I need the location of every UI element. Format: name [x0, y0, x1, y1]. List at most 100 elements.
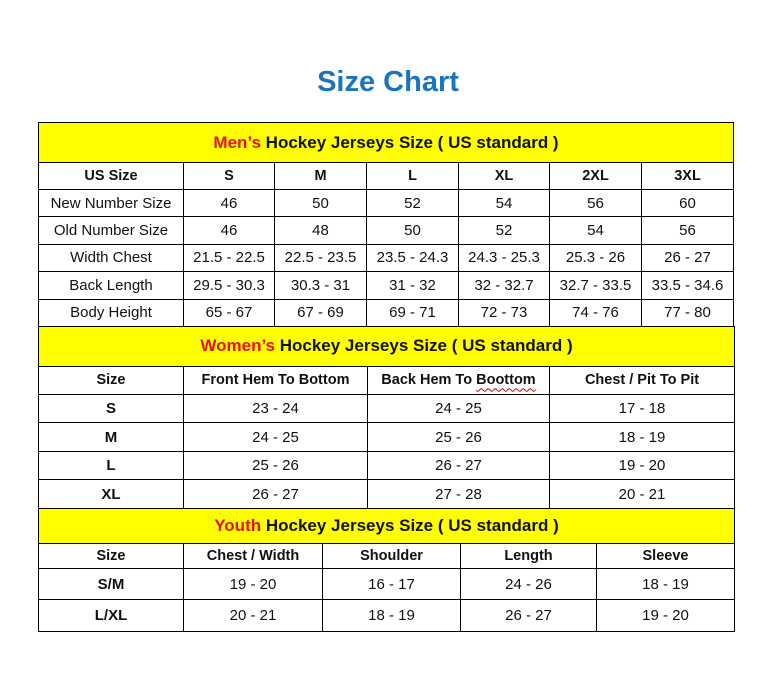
table-cell: 26 - 27	[460, 599, 597, 632]
table-row: Old Number Size 46 48 50 52 54 56	[38, 216, 735, 245]
table-cell: 26 - 27	[640, 243, 735, 273]
women-section-heading: Women’s Hockey Jerseys Size ( US standar…	[37, 325, 736, 367]
heading-highlight: Youth	[214, 515, 262, 535]
table-cell: 72 - 73	[458, 298, 550, 327]
table-row: M 24 - 25 25 - 26 18 - 19	[38, 422, 736, 452]
table-cell: 25 - 26	[183, 450, 368, 481]
table-cell: 23 - 24	[183, 393, 368, 424]
table-cell: 50	[366, 216, 459, 245]
column-header-text: US Size	[84, 168, 138, 184]
table-cell: 69 - 71	[366, 298, 459, 327]
heading-text: Hockey Jerseys Size ( US standard )	[260, 132, 559, 152]
column-header-text: 3XL	[674, 168, 701, 184]
row-label: Old Number Size	[38, 216, 184, 245]
column-header: US Size	[38, 162, 184, 190]
column-header-text: Shoulder	[360, 547, 423, 564]
row-label: Body Height	[38, 298, 184, 327]
table-cell: 22.5 - 23.5	[274, 243, 367, 273]
youth-section-heading: Youth Hockey Jerseys Size ( US standard …	[38, 507, 735, 544]
column-header: Length	[460, 542, 597, 569]
row-label: New Number Size	[38, 188, 184, 218]
table-cell: 32.7 - 33.5	[549, 271, 642, 300]
table-cell: 33.5 - 34.6	[640, 271, 735, 300]
row-label: Back Length	[38, 271, 184, 300]
table-cell: 74 - 76	[549, 298, 642, 327]
table-cell: 50	[274, 188, 367, 218]
table-cell: 31 - 32	[366, 271, 459, 300]
table-cell: 25 - 26	[367, 422, 550, 452]
row-label: L/XL	[38, 599, 184, 632]
column-header-text: Length	[504, 547, 553, 564]
heading-highlight: Women’s	[200, 336, 275, 356]
column-header-text: Back Hem To Boottom	[381, 372, 536, 389]
table-cell: 77 - 80	[640, 298, 735, 327]
column-header: Sleeve	[596, 542, 735, 569]
table-row: S/M 19 - 20 16 - 17 24 - 26 18 - 19	[38, 567, 735, 601]
row-label: S	[38, 393, 184, 424]
table-cell: 21.5 - 22.5	[183, 243, 275, 273]
table-cell: 24 - 26	[460, 567, 597, 601]
column-header-text: M	[314, 168, 327, 184]
header-row: US Size S M L XL 2XL 3XL	[38, 162, 735, 190]
table-cell: 18 - 19	[596, 567, 735, 601]
table-cell: 19 - 20	[183, 567, 323, 601]
row-label: XL	[38, 479, 184, 509]
table-row: S 23 - 24 24 - 25 17 - 18	[38, 393, 736, 424]
column-header-text: Size	[96, 372, 126, 389]
table-cell: 54	[458, 188, 550, 218]
table-cell: 16 - 17	[322, 567, 461, 601]
table-cell: 26 - 27	[367, 450, 550, 481]
table-cell: 23.5 - 24.3	[366, 243, 459, 273]
table-cell: 54	[549, 216, 642, 245]
size-chart: Men’s Hockey Jerseys Size ( US standard …	[37, 122, 736, 632]
table-row: L/XL 20 - 21 18 - 19 26 - 27 19 - 20	[38, 599, 735, 632]
row-label: S/M	[38, 567, 184, 601]
table-cell: 18 - 19	[322, 599, 461, 632]
table-cell: 52	[366, 188, 459, 218]
column-header: L	[366, 162, 459, 190]
table-cell: 30.3 - 31	[274, 271, 367, 300]
column-header-text: S	[224, 168, 234, 184]
header-row: Size Front Hem To Bottom Back Hem To Boott…	[38, 365, 736, 395]
table-cell: 27 - 28	[367, 479, 550, 509]
column-header-text: Front Hem To Bottom	[201, 372, 350, 389]
table-row: L 25 - 26 26 - 27 19 - 20	[38, 450, 736, 481]
column-header: Back Hem To Boottom	[367, 365, 550, 395]
column-header: Shoulder	[322, 542, 461, 569]
men-section-heading: Men’s Hockey Jerseys Size ( US standard …	[37, 122, 735, 163]
heading-text: Hockey Jerseys Size ( US standard )	[275, 336, 573, 356]
table-cell: 19 - 20	[548, 450, 736, 481]
table-cell: 20 - 21	[183, 599, 323, 632]
table-cell: 46	[183, 188, 275, 218]
column-header: Chest / Pit To Pit	[548, 365, 736, 395]
column-header: Size	[38, 542, 184, 569]
table-cell: 60	[640, 188, 735, 218]
column-header: M	[274, 162, 367, 190]
table-row: Width Chest 21.5 - 22.5 22.5 - 23.5 23.5 - …	[38, 243, 735, 273]
table-cell: 48	[274, 216, 367, 245]
column-header: Front Hem To Bottom	[183, 365, 368, 395]
table-cell: 24 - 25	[183, 422, 368, 452]
column-header-text: L	[408, 168, 417, 184]
table-row: Back Length 29.5 - 30.3 30.3 - 31 31 - 32 32…	[38, 271, 735, 300]
column-header-text: Chest / Pit To Pit	[584, 372, 700, 389]
table-cell: 46	[183, 216, 275, 245]
table-row: Body Height 65 - 67 67 - 69 69 - 71 72 - 73 7…	[38, 298, 735, 327]
table-cell: 26 - 27	[183, 479, 368, 509]
table-cell: 65 - 67	[183, 298, 275, 327]
youth-size-table: Youth Hockey Jerseys Size ( US standard …	[38, 507, 735, 632]
table-cell: 29.5 - 30.3	[183, 271, 275, 300]
header-row: Size Chest / Width Shoulder Length Sleeve	[38, 542, 735, 569]
spellcheck-underline: Boottom	[476, 372, 536, 389]
table-cell: 17 - 18	[548, 393, 736, 424]
table-cell: 56	[549, 188, 642, 218]
column-header: Chest / Width	[183, 542, 323, 569]
table-cell: 24.3 - 25.3	[458, 243, 550, 273]
table-cell: 52	[458, 216, 550, 245]
table-cell: 25.3 - 26	[549, 243, 642, 273]
heading-text: Hockey Jerseys Size ( US standard )	[261, 515, 559, 535]
men-size-table: Men’s Hockey Jerseys Size ( US standard …	[37, 122, 735, 327]
column-header: 3XL	[640, 162, 735, 190]
table-cell: 20 - 21	[548, 479, 736, 509]
row-label: L	[38, 450, 184, 481]
